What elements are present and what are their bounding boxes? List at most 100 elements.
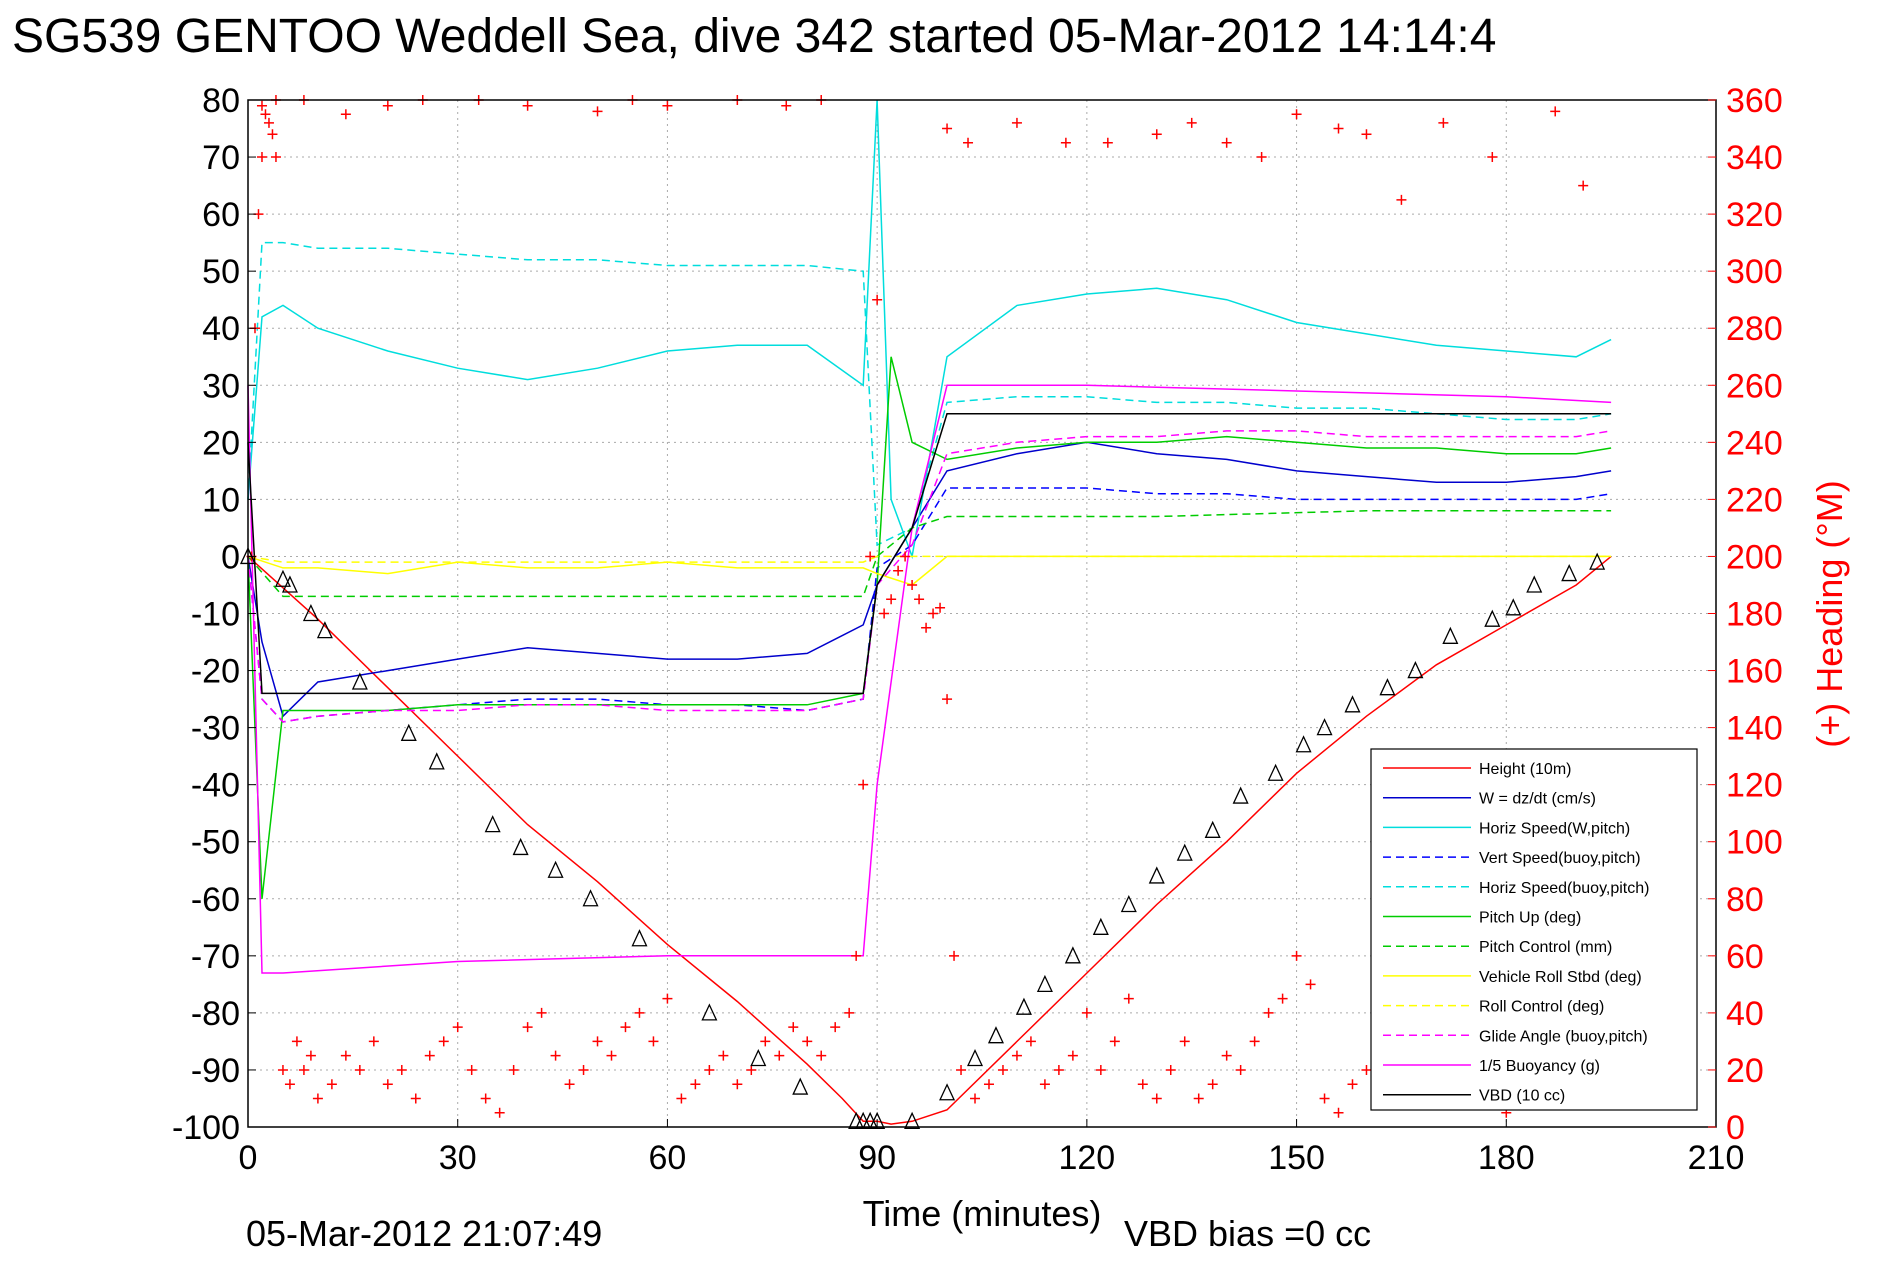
y-tick-label: -90 xyxy=(191,1052,240,1090)
y-right-tick-label: 140 xyxy=(1726,710,1783,748)
y-tick-label: 0 xyxy=(221,538,240,576)
depth-marker xyxy=(1232,786,1249,804)
y-right-tick-label: 220 xyxy=(1726,481,1783,519)
heading-point xyxy=(942,694,953,705)
heading-point xyxy=(305,1050,316,1061)
y-right-tick-label: 260 xyxy=(1726,367,1783,405)
series-line-11 xyxy=(247,384,1612,974)
heading-point xyxy=(466,1064,477,1075)
heading-point xyxy=(970,1093,981,1104)
depth-marker xyxy=(987,1026,1005,1044)
heading-point xyxy=(452,1022,463,1033)
legend-entry: W = dz/dt (cm/s) xyxy=(1479,791,1596,808)
heading-point xyxy=(256,152,267,163)
heading-point xyxy=(564,1079,575,1090)
heading-point xyxy=(1011,1050,1022,1061)
heading-point xyxy=(291,1036,302,1047)
depth-marker xyxy=(547,860,564,878)
heading-point xyxy=(592,1036,603,1047)
heading-point xyxy=(312,1093,323,1104)
depth-marker xyxy=(1204,820,1221,838)
heading-point xyxy=(1039,1079,1050,1090)
heading-point xyxy=(396,1064,407,1075)
series-line-1 xyxy=(247,555,1612,1125)
y-right-axis-label: (+) Heading (°M) xyxy=(1809,480,1850,747)
y-tick-label: 50 xyxy=(202,253,240,291)
heading-point xyxy=(662,100,673,111)
x-tick-labels: 0 30 60 90 120 150 180 210 xyxy=(239,1119,1744,1177)
depth-marker xyxy=(400,723,417,741)
depth-marker xyxy=(631,929,648,947)
legend: Height (10m) W = dz/dt (cm/s) Horiz Speed(… xyxy=(1370,748,1698,1111)
vbd-bias-footer: VBD bias =0 cc xyxy=(1124,1213,1371,1254)
legend-entry: 1/5 Buoyancy (g) xyxy=(1479,1058,1600,1075)
heading-point xyxy=(1578,180,1589,191)
heading-point xyxy=(326,1079,337,1090)
heading-point xyxy=(508,1064,519,1075)
depth-marker xyxy=(1092,917,1109,935)
depth-marker xyxy=(750,1048,767,1067)
y-tick-label: -50 xyxy=(191,824,240,862)
depth-marker xyxy=(792,1077,809,1095)
depth-marker xyxy=(1561,564,1578,582)
heading-point xyxy=(802,1036,813,1047)
heading-point xyxy=(1221,1050,1232,1061)
y-right-tick-label: 360 xyxy=(1726,82,1783,120)
heading-point xyxy=(340,1050,351,1061)
series-line-9 xyxy=(247,555,1612,563)
y-right-tick-label: 60 xyxy=(1726,938,1764,976)
y-tick-label: -20 xyxy=(191,653,240,691)
heading-point xyxy=(760,1036,771,1047)
heading-point xyxy=(1151,129,1162,140)
depth-marker xyxy=(428,752,445,770)
heading-point xyxy=(1305,979,1316,990)
depth-marker xyxy=(1344,695,1361,713)
heading-point xyxy=(851,950,862,961)
x-tick-label: 0 xyxy=(239,1139,258,1177)
heading-point xyxy=(935,602,946,613)
heading-point xyxy=(270,152,281,163)
depth-marker xyxy=(1484,609,1501,627)
heading-point xyxy=(1361,129,1372,140)
heading-point xyxy=(949,950,960,961)
heading-point xyxy=(1179,1036,1190,1047)
heading-point xyxy=(634,1007,645,1018)
heading-point xyxy=(368,1036,379,1047)
heading-point xyxy=(578,1064,589,1075)
heading-point xyxy=(298,1064,309,1075)
heading-point xyxy=(893,565,904,576)
depth-marker xyxy=(302,603,319,622)
y-right-tick-label: 20 xyxy=(1726,1052,1764,1090)
heading-point xyxy=(963,137,974,148)
depth-marker xyxy=(1267,763,1284,781)
heading-point xyxy=(1011,117,1022,128)
y-tick-label: -40 xyxy=(191,767,240,805)
heading-point xyxy=(718,1050,729,1061)
y-tick-label: 80 xyxy=(202,82,240,120)
y-right-tick-label: 320 xyxy=(1726,196,1783,234)
y-tick-label: 30 xyxy=(202,367,240,405)
legend-entry: Vert Speed(buoy,pitch) xyxy=(1479,850,1641,867)
heading-point xyxy=(704,1064,715,1075)
heading-point xyxy=(788,1022,799,1033)
depth-marker xyxy=(1148,866,1165,884)
y-tick-label: -100 xyxy=(172,1109,240,1147)
heading-point xyxy=(522,100,533,111)
heading-point xyxy=(410,1093,421,1104)
heading-point xyxy=(1256,152,1267,163)
heading-point xyxy=(830,1022,841,1033)
x-tick-label: 60 xyxy=(649,1139,687,1177)
heading-point xyxy=(536,1007,547,1018)
depth-marker xyxy=(1120,894,1137,913)
heading-point xyxy=(956,1064,967,1075)
depth-marker xyxy=(904,1111,921,1129)
y-right-tick-label: 120 xyxy=(1726,767,1783,805)
heading-point xyxy=(1291,109,1302,120)
legend-entry: Vehicle Roll Stbd (deg) xyxy=(1479,969,1642,986)
heading-point xyxy=(816,1050,827,1061)
chart-title: SG539 GENTOO Weddell Sea, dive 342 start… xyxy=(12,10,1496,63)
x-tick-label: 30 xyxy=(439,1139,477,1177)
y-tick-label: 70 xyxy=(202,139,240,177)
heading-point xyxy=(928,608,939,619)
heading-point xyxy=(1361,1064,1372,1075)
